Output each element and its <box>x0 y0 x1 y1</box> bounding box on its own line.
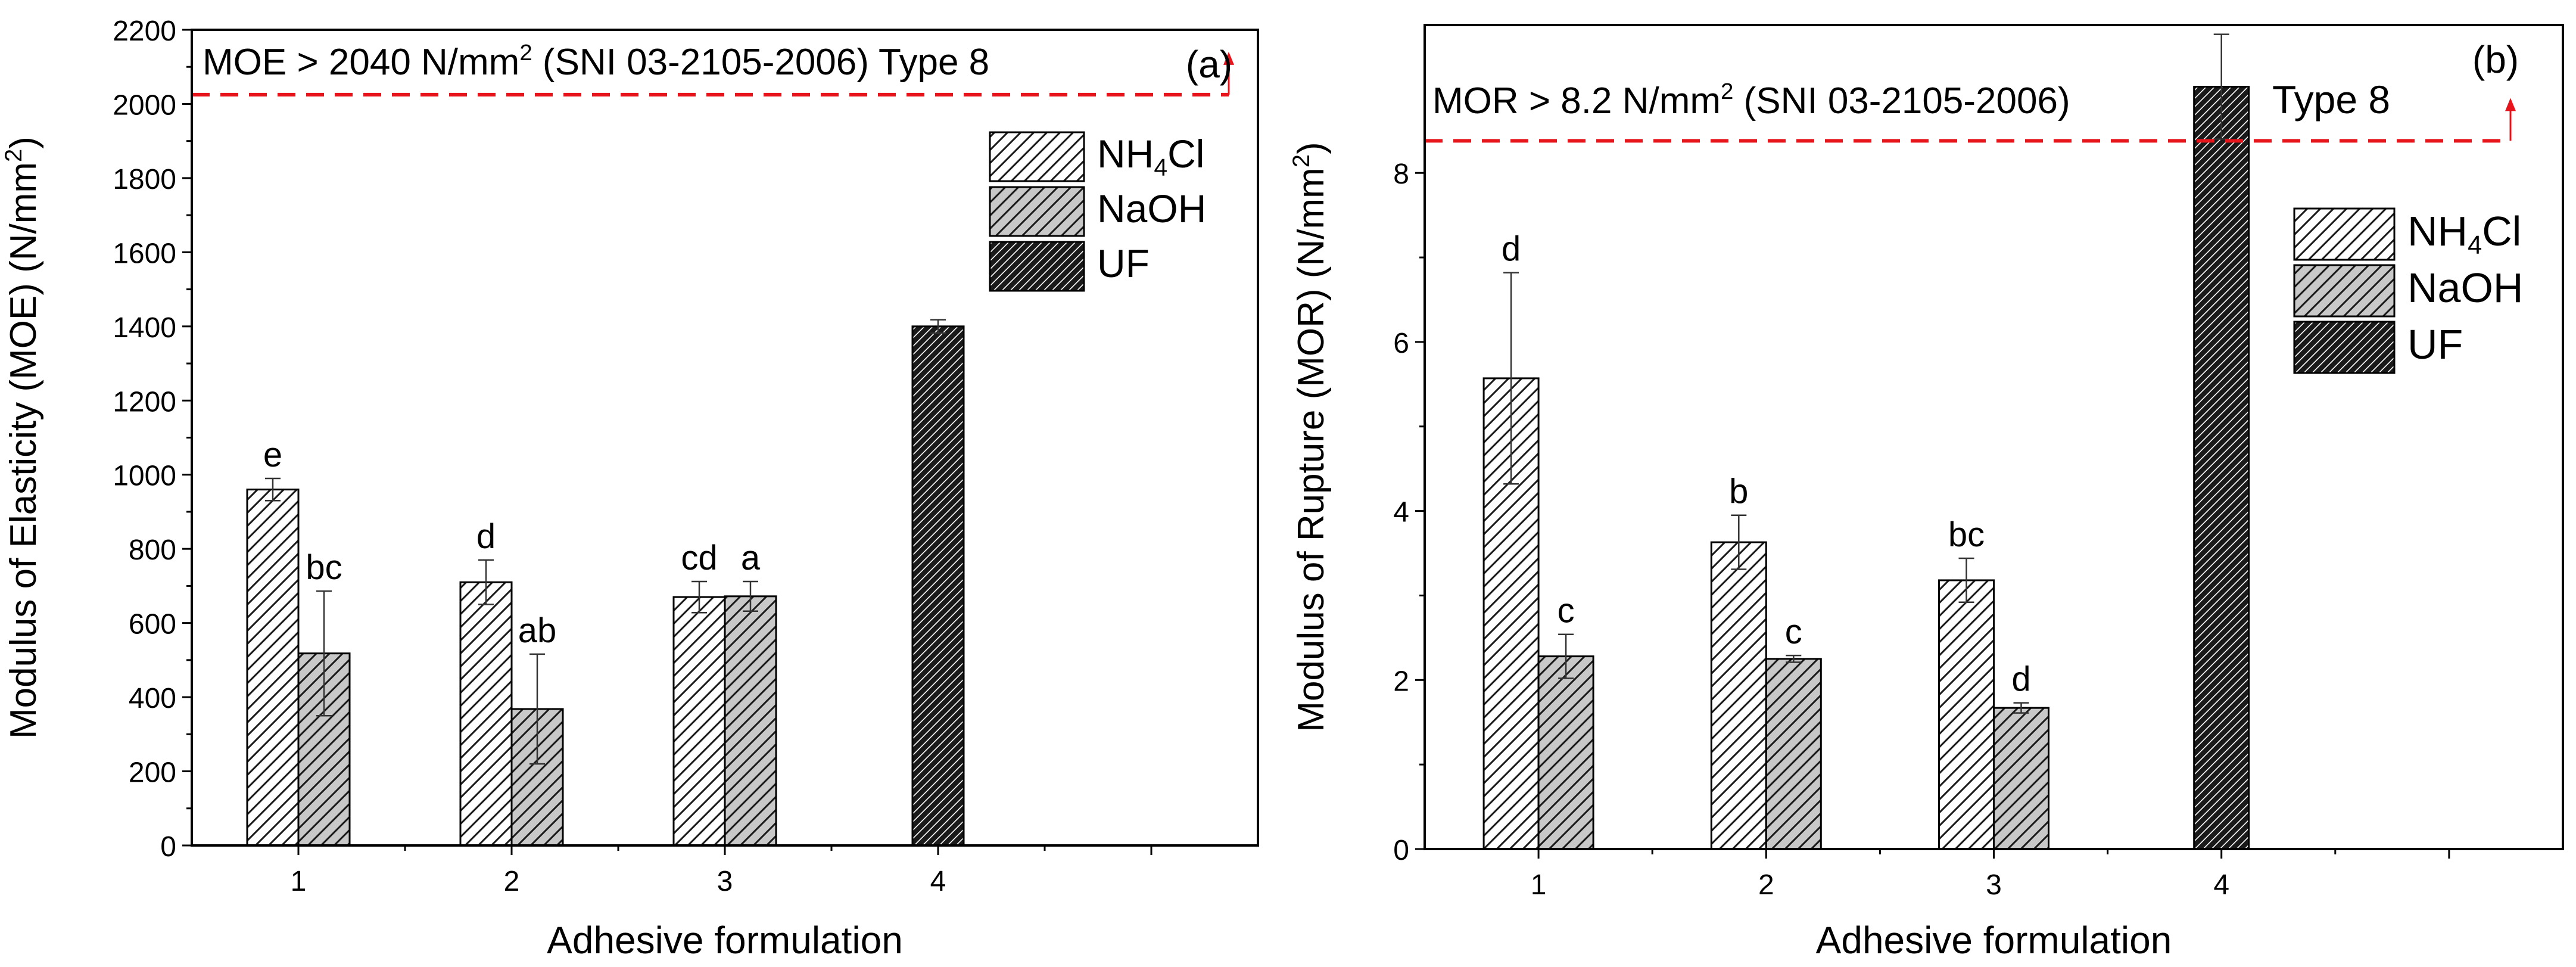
mor-bar-naoh-3 <box>1993 707 2049 850</box>
chart-panel-a: 0 200 400 600 800 1000 1200 1400 1600 1800 2000 220… <box>1 15 1259 962</box>
mor-bar-nh4cl-3 <box>1938 579 1995 850</box>
moe-legend-swatch-naoh <box>989 186 1085 237</box>
moe-x-tick-label: 1 <box>291 866 307 897</box>
moe-x-tick-label: 4 <box>930 866 946 897</box>
moe-bar-naoh-3 <box>724 595 777 847</box>
mor-x-tick-label: 3 <box>1986 869 2002 901</box>
mor-legend-swatch-nh4cl <box>2293 207 2396 261</box>
moe-legend-label: NH4Cl <box>1097 132 1204 181</box>
mor-bar-naoh-2 <box>1765 658 1822 850</box>
moe-y-tick-label: 600 <box>129 609 176 640</box>
moe-x-tick-label: 2 <box>504 866 520 897</box>
mor-bar-nh4cl-2 <box>1710 541 1767 850</box>
moe-y-tick-label: 200 <box>129 757 176 789</box>
moe-bar-uf-4 <box>911 325 965 847</box>
mor-significance-letter: bc <box>1948 515 1985 554</box>
mor-standard-annotation: MOR > 8.2 N/mm2 (SNI 03-2105-2006) <box>1432 79 2070 122</box>
mor-legend-label: NH4Cl <box>2407 208 2521 260</box>
moe-legend-label: UF <box>1097 241 1150 285</box>
mor-y-tick-label: 2 <box>1393 666 1409 697</box>
mor-significance-letter: b <box>1729 472 1748 511</box>
mor-y-axis-title: Modulus of Rupture (MOR) (N/mm2) <box>1288 142 1332 732</box>
moe-bar-nh4cl-2 <box>459 581 513 847</box>
moe-x-axis-title: Adhesive formulation <box>547 919 903 962</box>
mor-y-tick-label: 8 <box>1393 158 1409 190</box>
mor-plot-frame <box>1424 24 2564 850</box>
mor-legend-label: NaOH <box>2407 265 2523 311</box>
mor-significance-letter: d <box>2011 660 2030 699</box>
moe-significance-letter: ab <box>518 611 557 650</box>
moe-plot-frame <box>191 29 1259 847</box>
moe-y-tick-label: 1000 <box>113 461 176 492</box>
moe-standard-annotation: MOE > 2040 N/mm2 (SNI 03-2105-2006) Type… <box>203 40 989 83</box>
mor-panel-label: (b) <box>2472 38 2519 81</box>
mor-bar-naoh-1 <box>1537 655 1594 850</box>
mor-significance-letter: c <box>1558 592 1575 630</box>
mor-y-tick-label: 4 <box>1393 497 1409 528</box>
moe-x-tick-label: 3 <box>717 866 733 897</box>
moe-y-tick-label: 1400 <box>113 312 176 344</box>
moe-y-axis-title: Modulus of Elasticity (MOE) (N/mm2) <box>1 136 44 739</box>
moe-legend-swatch-nh4cl <box>989 131 1085 182</box>
mor-significance-letter: c <box>1785 612 1802 651</box>
mor-legend-swatch-naoh <box>2293 264 2396 318</box>
moe-significance-letter: a <box>741 539 761 577</box>
moe-bar-nh4cl-3 <box>672 596 726 847</box>
mor-y-tick-label: 6 <box>1393 328 1409 359</box>
mor-x-tick-label: 1 <box>1531 869 1547 901</box>
moe-threshold-arrowhead <box>1223 51 1234 65</box>
mor-y-tick-label: 0 <box>1393 835 1409 866</box>
mor-x-axis-title: Adhesive formulation <box>1816 919 2172 962</box>
moe-y-tick-label: 1600 <box>113 238 176 269</box>
moe-y-tick-label: 800 <box>129 534 176 566</box>
mor-threshold-arrowhead <box>2505 98 2516 111</box>
mor-type-annotation: Type 8 <box>2272 77 2390 122</box>
moe-significance-letter: e <box>263 436 282 474</box>
moe-significance-letter: cd <box>681 539 717 577</box>
moe-y-tick-label: 2200 <box>113 15 176 47</box>
moe-significance-letter: bc <box>306 548 342 587</box>
moe-y-tick-label: 2000 <box>113 89 176 121</box>
moe-significance-letter: d <box>476 517 496 556</box>
moe-y-tick-label: 1800 <box>113 164 176 195</box>
moe-legend-label: NaOH <box>1097 186 1206 231</box>
chart-panel-b: 0 2 4 6 8 1 2 3 4 d b bc c c d MOR > 8.2 N/mm2 (SNI 03-… <box>1288 24 2564 962</box>
mor-significance-letter: d <box>1502 230 1521 269</box>
moe-panel-label: (a) <box>1186 43 1232 86</box>
moe-y-tick-label: 1200 <box>113 386 176 418</box>
mor-x-tick-label: 4 <box>2213 869 2229 901</box>
mor-x-tick-label: 2 <box>1758 869 1774 901</box>
moe-y-tick-label: 400 <box>129 683 176 714</box>
mor-bar-uf-4 <box>2193 86 2250 850</box>
mor-legend-label: UF <box>2407 321 2463 368</box>
moe-legend-swatch-uf <box>989 241 1085 292</box>
moe-bar-nh4cl-1 <box>246 489 300 847</box>
mor-legend-swatch-uf <box>2293 321 2396 374</box>
moe-y-tick-label: 0 <box>160 831 176 863</box>
